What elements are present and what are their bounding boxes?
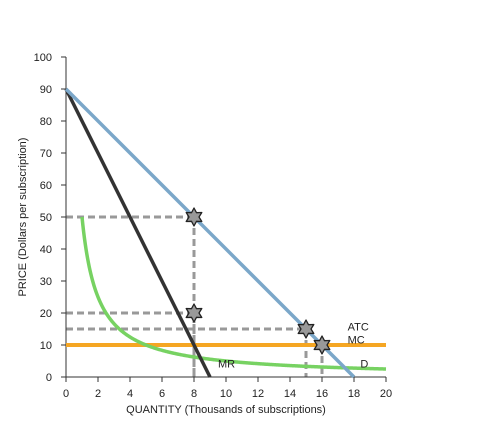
y-tick-label: 70	[40, 148, 52, 160]
series-mr	[64, 88, 212, 378]
series-atc	[80, 216, 387, 371]
x-tick-label: 20	[380, 388, 392, 400]
x-tick-label: 16	[316, 388, 328, 400]
y-tick-label: 50	[40, 212, 52, 224]
x-tick-label: 14	[284, 388, 296, 400]
x-axis-title: QUANTITY (Thousands of subscriptions)	[126, 404, 326, 416]
star-marker-0	[185, 207, 203, 227]
y-tick-label: 20	[40, 308, 52, 320]
ticks: 0 2 4 6 8 10 12 14 16 18 20 0 10 20 30 40 50 60 70 80 90 100	[34, 52, 392, 400]
y-tick-label: 30	[40, 276, 52, 288]
x-tick-label: 18	[348, 388, 360, 400]
label-d: D	[360, 358, 368, 370]
y-tick-label: 60	[40, 180, 52, 192]
x-tick-label: 6	[159, 388, 165, 400]
x-tick-label: 4	[127, 388, 133, 400]
reference-lines	[66, 215, 324, 377]
label-mr: MR	[218, 358, 235, 370]
y-tick-label: 100	[34, 52, 52, 64]
y-tick-label: 80	[40, 116, 52, 128]
star-marker-3	[313, 335, 331, 355]
x-tick-label: 8	[191, 388, 197, 400]
x-tick-label: 12	[252, 388, 264, 400]
y-axis-title: PRICE (Dollars per subscription)	[17, 138, 29, 297]
x-tick-label: 0	[63, 388, 69, 400]
markers	[185, 207, 331, 355]
series	[64, 87, 387, 379]
star-marker-1	[185, 303, 203, 323]
star-marker-2	[297, 319, 315, 339]
x-tick-label: 2	[95, 388, 101, 400]
y-tick-label: 10	[40, 340, 52, 352]
y-tick-label: 40	[40, 244, 52, 256]
x-tick-label: 10	[220, 388, 232, 400]
y-tick-label: 90	[40, 84, 52, 96]
label-mc: MC	[348, 334, 365, 346]
y-tick-label: 0	[46, 372, 52, 384]
label-atc: ATC	[348, 322, 369, 334]
